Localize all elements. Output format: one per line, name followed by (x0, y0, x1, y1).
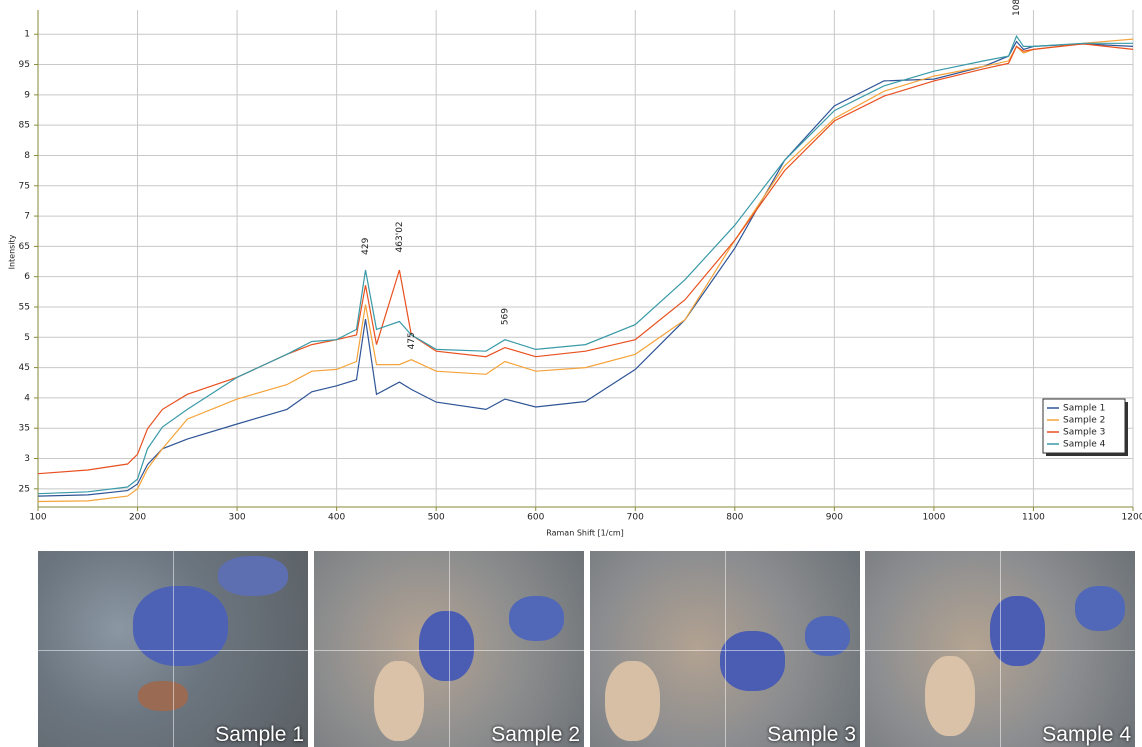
annotation: 429 (361, 237, 371, 254)
x-tick-label: 900 (826, 513, 843, 523)
legend-label: Sample 3 (1063, 428, 1105, 438)
x-tick-label: 600 (527, 513, 544, 523)
chart: Intensity Raman Shift [1/cm] 1 95 9 85 8 75 7 6… (8, 0, 1142, 538)
annotation: 569 (500, 308, 510, 325)
legend-label: Sample 4 (1063, 440, 1106, 450)
y-tick-label: 55 (19, 302, 30, 312)
image-label: Sample 4 (1042, 723, 1131, 746)
x-tick-label: 500 (428, 513, 445, 523)
x-axis-label: Raman Shift [1/cm] (546, 529, 624, 538)
series-line (37, 38, 1134, 503)
y-tick-label: 5 (24, 333, 30, 343)
x-tick-label: 1000 (922, 513, 945, 523)
series-line (37, 34, 1133, 495)
series-line (37, 43, 1134, 475)
series-line (37, 40, 1134, 497)
y-tick-label: 3 (24, 454, 30, 464)
annotation: 463'02 (395, 221, 405, 252)
sample-image: Sample 2 (314, 551, 584, 747)
image-label: Sample 3 (767, 723, 856, 746)
y-tick-label: 6 (24, 272, 30, 282)
y-tick-label: 25 (19, 484, 30, 494)
y-tick-label: 8 (24, 151, 30, 161)
x-tick-label: 700 (627, 513, 644, 523)
x-tick-label: 200 (129, 513, 146, 523)
x-tick-label: 300 (228, 513, 245, 523)
sample-image: Sample 4 (865, 551, 1135, 747)
x-tick-label: 1200 (1122, 513, 1142, 523)
sample-image: Sample 3 (590, 551, 860, 747)
legend-label: Sample 1 (1063, 404, 1105, 414)
image-label: Sample 2 (491, 723, 580, 746)
x-tick-label: 400 (328, 513, 345, 523)
y-tick-label: 65 (19, 242, 30, 252)
y-tick-label: 4 (24, 393, 30, 403)
legend-label: Sample 2 (1063, 416, 1105, 426)
image-label: Sample 1 (215, 723, 304, 746)
annotation: 475 (407, 332, 417, 349)
y-tick-label: 95 (19, 60, 30, 70)
y-tick-label: 85 (19, 121, 30, 131)
y-tick-label: 45 (19, 363, 30, 373)
x-tick-label: 100 (29, 513, 46, 523)
y-tick-label: 9 (24, 90, 30, 100)
y-tick-label: 7 (24, 212, 30, 222)
y-axis-label: Intensity (8, 234, 17, 269)
sample-image: Sample 1 (38, 551, 308, 747)
y-tick-label: 1 (24, 30, 30, 40)
x-tick-label: 1100 (1022, 513, 1045, 523)
y-tick-label: 75 (19, 181, 30, 191)
x-tick-label: 800 (726, 513, 743, 523)
annotation: 1083 (1012, 0, 1022, 16)
y-tick-label: 35 (19, 424, 30, 434)
